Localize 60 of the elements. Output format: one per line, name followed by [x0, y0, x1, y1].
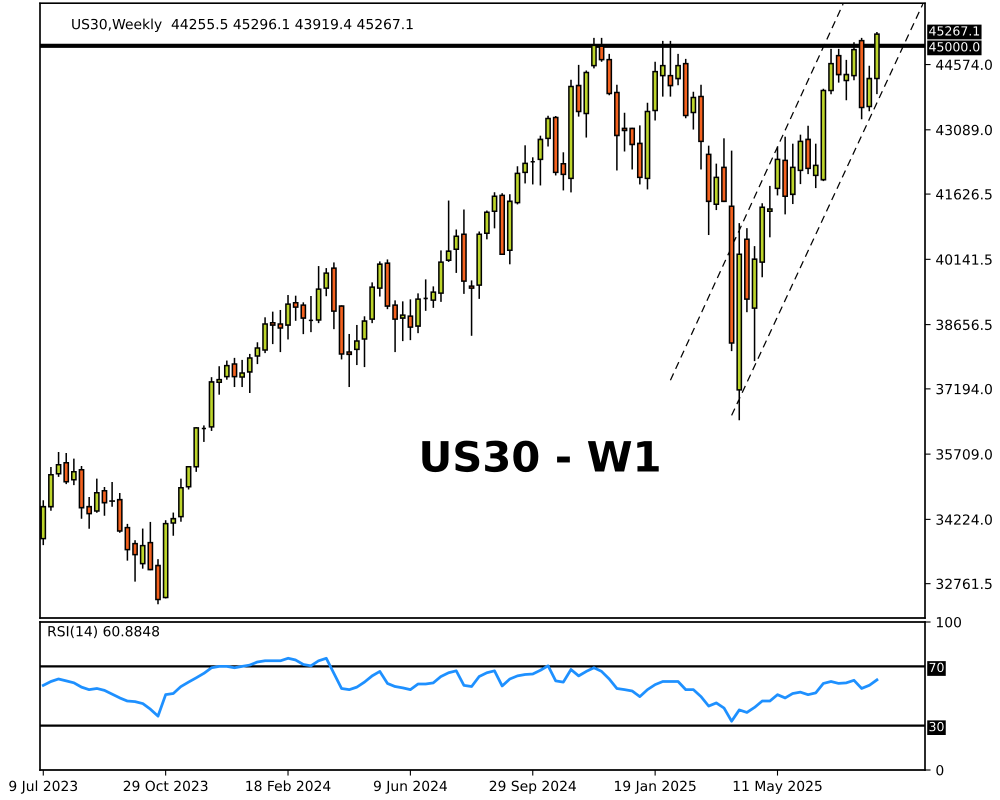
candlestick	[278, 310, 284, 352]
candlestick	[94, 478, 100, 513]
ref-line-label: 70	[930, 662, 944, 672]
candlestick	[560, 152, 566, 190]
y-tick-label: 35709.0	[936, 449, 992, 460]
y-tick-label: 32761.5	[936, 578, 992, 590]
y-tick-label: 0	[936, 764, 944, 776]
candlestick	[843, 60, 850, 100]
y-tick-label: 38656.5	[936, 320, 992, 330]
candlestick	[232, 358, 238, 388]
x-tick-label: 11 May 2025	[734, 780, 822, 794]
candlestick	[453, 230, 460, 273]
candlestick	[362, 316, 368, 368]
candlestick	[354, 324, 360, 366]
candlestick	[766, 186, 773, 238]
annotation: US30 - W1	[422, 440, 659, 472]
candlestick	[71, 458, 77, 486]
ref-line-label: 45000.0	[929, 42, 980, 52]
x-tick-label: 9 Jun 2024	[374, 780, 447, 794]
candlestick	[812, 144, 819, 188]
y-tick-label: 40141.5	[936, 254, 992, 265]
candlestick	[285, 295, 291, 340]
candlestick	[140, 528, 146, 569]
candlestick	[400, 301, 406, 342]
chart-title: RSI(14) 60.8848	[48, 626, 160, 638]
candlestick	[690, 92, 696, 130]
candlestick	[246, 354, 253, 394]
candlestick	[216, 366, 222, 395]
x-tick-label: 29 Sep 2024	[490, 780, 576, 794]
line-series	[42, 656, 878, 723]
text: US30,Weekly 44255.5 45296.1 43919.4 45267.1	[72, 18, 413, 32]
ref-line-label: 30	[929, 722, 944, 732]
candlestick	[446, 200, 452, 262]
candlestick	[430, 286, 436, 308]
x-tick-label: 29 Oct 2023	[124, 780, 208, 792]
text: 45267.1	[929, 26, 980, 36]
candlestick	[300, 302, 306, 334]
candlestick	[376, 261, 383, 297]
x-tick-label: 9 Jul 2023	[9, 780, 78, 794]
y-tick-label: 100	[936, 616, 962, 628]
candlestick	[484, 210, 490, 240]
candlestick	[270, 312, 276, 344]
y-tick-label: 41626.5	[936, 189, 992, 200]
candlestick	[170, 512, 176, 536]
x-tick-label: 19 Jan 2025	[615, 780, 696, 794]
candlestick	[224, 360, 230, 380]
candlestick	[629, 128, 636, 170]
y-tick-label: 34224.0	[936, 514, 992, 525]
candlestick	[323, 268, 330, 296]
candlestick	[468, 280, 474, 336]
x-tick-label: 18 Feb 2024	[246, 780, 330, 792]
y-tick-label: 37194.0	[936, 384, 992, 394]
y-tick-label: 44574.0	[936, 60, 992, 70]
candlestick	[492, 192, 498, 228]
candlestick	[239, 360, 245, 388]
candlestick	[63, 453, 70, 484]
candlestick	[86, 496, 92, 529]
candlestick	[292, 296, 299, 321]
y-tick-label: 43089.0	[936, 124, 992, 136]
candlestick	[346, 334, 352, 388]
